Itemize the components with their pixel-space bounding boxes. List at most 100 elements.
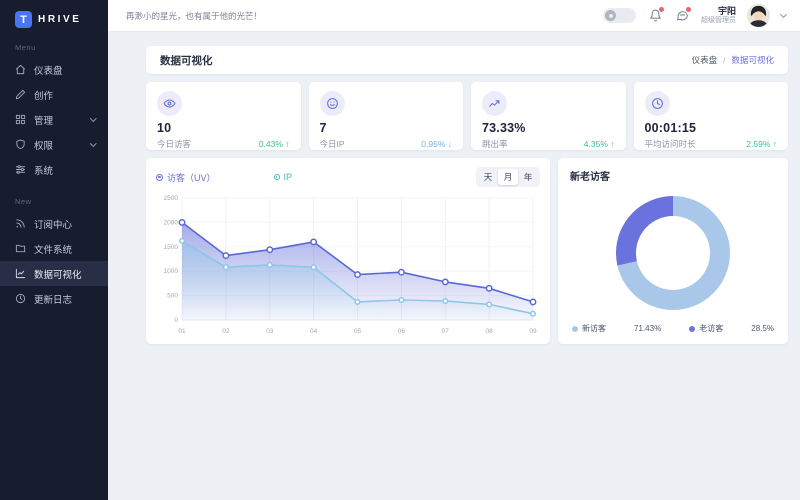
legend-label: 老访客: [699, 324, 724, 333]
sidebar-item-system[interactable]: 系统: [0, 157, 108, 182]
stat-card-ip: 7 今日IP 0.95% ↓: [308, 82, 463, 150]
sidebar-item-label: 权限: [34, 140, 54, 152]
period-switcher: 天 月 年: [476, 167, 540, 187]
stat-card-bounce-rate: 73.33% 跳出率 4.35% ↑: [471, 82, 626, 150]
avatar[interactable]: [747, 4, 770, 27]
svg-text:1000: 1000: [164, 268, 179, 275]
sidebar-item-changelog[interactable]: 更新日志: [0, 286, 108, 311]
visitor-split-card: 新老访客 新访客 71.43% 老访客 28.5%: [558, 158, 788, 344]
stat-value: 73.33%: [482, 121, 526, 135]
sidebar-item-label: 文件系统: [34, 244, 73, 256]
visitor-donut-chart[interactable]: [616, 196, 730, 310]
svg-text:1500: 1500: [164, 244, 179, 251]
rss-icon: [16, 219, 25, 228]
sidebar-item-permissions[interactable]: 权限: [0, 132, 108, 157]
history-icon: [15, 293, 26, 304]
stat-label: 跳出率: [482, 139, 508, 149]
charts-row: 访客（UV） IP 天 月 年 0 500 1000 1500 2000 2500 01 02…: [146, 158, 788, 344]
stat-delta: 0.95% ↓: [421, 139, 452, 149]
breadcrumb-parent[interactable]: 仪表盘: [691, 55, 718, 65]
legend-new-visitors[interactable]: 新访客: [572, 323, 606, 334]
sidebar-item-label: 仪表盘: [34, 65, 63, 77]
app-logo[interactable]: T HRIVE: [0, 0, 108, 28]
toggle-knob-icon: [605, 10, 616, 21]
svg-text:09: 09: [529, 328, 537, 335]
stat-value: 00:01:15: [644, 121, 697, 135]
logo-icon: T: [15, 11, 32, 28]
svg-text:2500: 2500: [164, 195, 179, 202]
svg-text:06: 06: [398, 328, 406, 335]
legend-ip-label: IP: [283, 172, 293, 182]
period-day-button[interactable]: 天: [483, 172, 493, 182]
sidebar-item-label: 更新日志: [34, 294, 73, 306]
svg-text:0: 0: [174, 317, 178, 324]
breadcrumb: 仪表盘 / 数据可视化: [692, 54, 774, 66]
radio-icon: [273, 174, 280, 180]
user-info: 宇阳 超级管理员: [701, 6, 736, 26]
sidebar-item-filesystem[interactable]: 文件系统: [0, 236, 108, 261]
messages-button[interactable]: [674, 6, 691, 24]
svg-text:01: 01: [178, 328, 186, 335]
pencil-icon: [15, 89, 26, 100]
legend-value: 71.43%: [634, 324, 662, 333]
sidebar-section-menu: Menu: [15, 43, 36, 52]
sidebar-item-create[interactable]: 创作: [0, 82, 108, 107]
avatar-image: [747, 4, 770, 27]
stat-label: 平均访问时长: [644, 139, 696, 149]
breadcrumb-separator: /: [723, 55, 726, 65]
svg-text:05: 05: [354, 328, 362, 335]
stat-card-avg-duration: 00:01:15 平均访问时长 2.59% ↑: [633, 82, 788, 150]
trend-icon: [489, 100, 500, 107]
traffic-chart-card: 访客（UV） IP 天 月 年 0 500 1000 1500 2000 2500 01 02…: [146, 158, 550, 344]
donut-legend: 新访客 71.43% 老访客 28.5%: [570, 323, 776, 336]
period-year-button[interactable]: 年: [523, 172, 533, 182]
legend-dot-icon: [572, 325, 578, 332]
stat-label: 今日IP: [319, 139, 345, 149]
stat-delta: 4.35% ↑: [583, 139, 615, 149]
user-menu-chevron-icon[interactable]: [779, 10, 788, 18]
sidebar-item-data-visualization[interactable]: 数据可视化: [0, 261, 108, 286]
chat-icon: [676, 11, 688, 21]
sidebar-item-label: 创作: [34, 90, 54, 102]
sidebar-item-label: 系统: [34, 165, 54, 177]
stat-delta: 0.43% ↑: [258, 139, 290, 149]
legend-uv[interactable]: 访客（UV）: [156, 171, 216, 184]
message-badge: [686, 6, 691, 12]
uv-ip-area-chart[interactable]: 0 500 1000 1500 2000 2500 01 02 03 04 05 06 07 08 09: [156, 191, 540, 337]
chart-icon: [15, 268, 26, 279]
stats-row: 10 今日访客 0.43% ↑ 7 今日IP 0.95% ↓ 73.33% 跳出…: [146, 82, 788, 150]
shield-icon: [16, 139, 25, 150]
legend-returning-visitors[interactable]: 老访客: [689, 323, 723, 334]
sidebar-item-manage[interactable]: 管理: [0, 107, 108, 132]
period-month-button[interactable]: 月: [498, 169, 518, 185]
topbar: 再渺小的星光，也有属于他的光芒！ 宇阳 超级管理员: [108, 0, 800, 32]
stat-value: 10: [157, 121, 172, 135]
theme-toggle[interactable]: [603, 8, 636, 23]
sidebar-item-subscriptions[interactable]: 订阅中心: [0, 211, 108, 236]
main-content: 数据可视化 仪表盘 / 数据可视化 10 今日访客 0.43% ↑ 7 今日IP…: [108, 32, 800, 500]
sliders-icon: [15, 165, 26, 174]
stat-label: 今日访客: [157, 139, 192, 149]
sidebar-item-dashboard[interactable]: 仪表盘: [0, 57, 108, 82]
legend-value: 28.5%: [751, 324, 774, 333]
sidebar-item-label: 管理: [34, 115, 54, 127]
stat-card-visitors: 10 今日访客 0.43% ↑: [146, 82, 301, 150]
folder-icon: [15, 244, 26, 253]
legend-uv-label: 访客（UV）: [167, 172, 216, 183]
notification-badge: [659, 6, 664, 12]
user-name: 宇阳: [717, 5, 736, 16]
svg-text:03: 03: [266, 328, 274, 335]
legend-dot-icon: [689, 325, 696, 332]
legend-ip[interactable]: IP: [273, 172, 293, 182]
sidebar: T HRIVE Menu 仪表盘 创作 管理 权限 系统 New 订阅中心 文件…: [0, 0, 108, 500]
page-header: 数据可视化 仪表盘 / 数据可视化: [146, 46, 788, 74]
sidebar-section-new: New: [15, 197, 32, 206]
legend-label: 新访客: [582, 324, 606, 333]
stat-delta: 2.59% ↑: [746, 139, 777, 149]
notifications-button[interactable]: [647, 6, 664, 24]
bell-icon: [649, 9, 661, 22]
radio-selected-icon: [156, 173, 163, 181]
breadcrumb-current: 数据可视化: [731, 55, 774, 65]
svg-text:07: 07: [442, 328, 450, 335]
svg-text:02: 02: [222, 328, 230, 335]
